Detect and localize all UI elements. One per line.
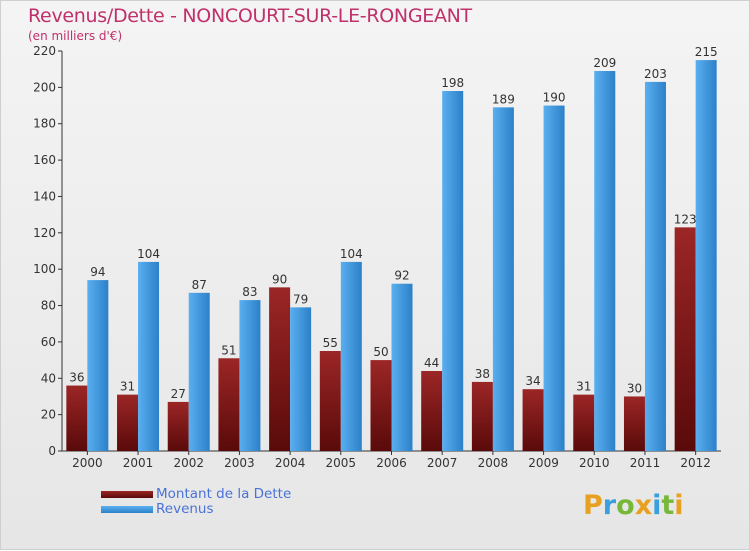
data-label-dette: 123 <box>674 212 697 226</box>
data-label-revenus: 92 <box>394 269 409 283</box>
data-label-revenus: 203 <box>644 67 667 81</box>
data-label-dette: 38 <box>475 367 490 381</box>
bar-dette <box>573 394 595 451</box>
data-label-revenus: 104 <box>137 247 160 261</box>
bar-revenus <box>492 107 514 451</box>
x-tick-label: 2008 <box>478 456 509 470</box>
chart-bars <box>66 60 717 451</box>
data-label-revenus: 198 <box>441 76 464 90</box>
x-tick-label: 2011 <box>630 456 661 470</box>
data-label-revenus: 87 <box>192 278 207 292</box>
data-label-dette: 44 <box>424 356 439 370</box>
bar-dette <box>319 351 341 451</box>
bar-dette <box>421 371 443 451</box>
bar-revenus <box>594 71 616 451</box>
chart-data-labels: 36 94 31 104 27 87 51 83 90 79 55 104 50 92 44 198 38 189… <box>69 45 717 401</box>
bar-revenus <box>290 307 312 451</box>
data-label-dette: 50 <box>373 345 388 359</box>
x-tick-label: 2004 <box>275 456 306 470</box>
data-label-revenus: 83 <box>242 285 257 299</box>
x-tick-label: 2007 <box>427 456 458 470</box>
y-tick-label: 200 <box>33 80 56 94</box>
bar-dette <box>167 401 189 451</box>
data-label-dette: 31 <box>120 380 135 394</box>
y-tick-label: 80 <box>41 299 56 313</box>
bar-revenus <box>138 261 160 451</box>
x-tick-label: 2005 <box>326 456 357 470</box>
bar-revenus <box>188 292 210 451</box>
x-tick-label: 2003 <box>224 456 255 470</box>
y-tick-label: 40 <box>41 371 56 385</box>
data-label-revenus: 189 <box>492 92 515 106</box>
data-label-dette: 51 <box>221 343 236 357</box>
bar-dette <box>117 394 139 451</box>
y-tick-label: 20 <box>41 408 56 422</box>
y-tick-label: 220 <box>33 44 56 58</box>
data-label-revenus: 190 <box>543 91 566 105</box>
data-label-revenus: 104 <box>340 247 363 261</box>
bar-revenus <box>87 280 109 451</box>
y-tick-label: 180 <box>33 117 56 131</box>
bar-revenus <box>391 283 413 451</box>
data-label-revenus: 94 <box>90 265 105 279</box>
data-label-dette: 27 <box>171 387 186 401</box>
data-label-dette: 36 <box>69 371 84 385</box>
data-label-dette: 34 <box>525 374 540 388</box>
chart-title: Revenus/Dette - NONCOURT-SUR-LE-RONGEANT <box>28 5 472 27</box>
y-tick-label: 0 <box>48 444 56 458</box>
legend-label-dette: Montant de la Dette <box>156 486 292 502</box>
data-label-dette: 90 <box>272 272 287 286</box>
bar-dette <box>66 385 88 451</box>
legend-swatch-dette <box>101 491 153 498</box>
x-tick-label: 2009 <box>528 456 559 470</box>
x-tick-label: 2002 <box>173 456 204 470</box>
y-tick-label: 100 <box>33 262 56 276</box>
chart-axes: 0 20 40 60 80 100 120 140 160 180 200 220 2000 2001 20… <box>33 44 721 470</box>
data-label-dette: 30 <box>627 381 642 395</box>
y-tick-label: 140 <box>33 189 56 203</box>
chart-subtitle: (en milliers d'€) <box>28 29 123 43</box>
bar-revenus <box>239 300 261 451</box>
data-label-revenus: 209 <box>593 56 616 70</box>
data-label-revenus: 79 <box>293 292 308 306</box>
legend-label-revenus: Revenus <box>156 501 214 517</box>
bar-revenus <box>340 261 362 451</box>
bar-dette <box>370 360 392 451</box>
brand-logo: Proxiti <box>583 490 684 521</box>
bar-dette <box>218 358 240 451</box>
bar-dette <box>623 396 645 451</box>
legend-swatch-revenus <box>101 506 153 513</box>
bar-revenus <box>543 105 565 451</box>
bar-dette <box>269 287 291 451</box>
y-tick-label: 120 <box>33 226 56 240</box>
y-tick-label: 60 <box>41 335 56 349</box>
data-label-dette: 55 <box>323 336 338 350</box>
bar-revenus <box>695 60 717 451</box>
x-tick-label: 2012 <box>680 456 711 470</box>
bar-revenus <box>644 81 666 451</box>
data-label-revenus: 215 <box>695 45 718 59</box>
bar-dette <box>674 227 696 451</box>
x-tick-label: 2006 <box>376 456 407 470</box>
bar-dette <box>471 381 493 451</box>
x-tick-label: 2001 <box>123 456 154 470</box>
bar-dette <box>522 389 544 451</box>
x-tick-label: 2010 <box>579 456 610 470</box>
y-tick-label: 160 <box>33 153 56 167</box>
bar-revenus <box>442 91 464 451</box>
x-tick-label: 2000 <box>72 456 103 470</box>
data-label-dette: 31 <box>576 380 591 394</box>
